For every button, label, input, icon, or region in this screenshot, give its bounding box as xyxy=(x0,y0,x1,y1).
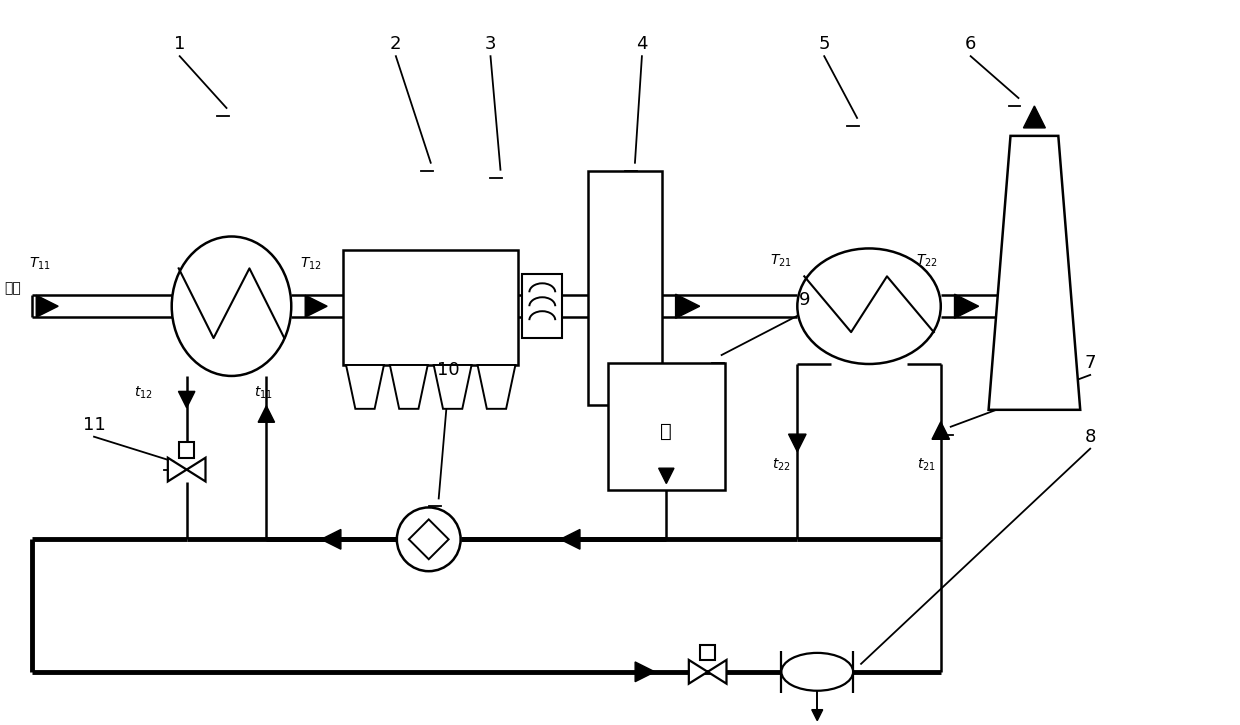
Polygon shape xyxy=(988,136,1080,410)
Polygon shape xyxy=(321,529,341,549)
Polygon shape xyxy=(305,295,327,317)
Bar xyxy=(343,250,518,365)
Bar xyxy=(701,645,715,660)
Text: 2: 2 xyxy=(391,36,402,53)
Text: 7: 7 xyxy=(1085,354,1096,372)
Text: 水: 水 xyxy=(661,422,672,441)
Polygon shape xyxy=(477,365,516,409)
Text: $T_{11}$: $T_{11}$ xyxy=(30,255,51,272)
Polygon shape xyxy=(658,468,675,484)
Polygon shape xyxy=(179,392,195,408)
Text: 4: 4 xyxy=(636,36,647,53)
Bar xyxy=(608,363,724,489)
Polygon shape xyxy=(434,365,471,409)
Polygon shape xyxy=(409,519,449,559)
Text: 8: 8 xyxy=(1085,428,1096,446)
Text: 烟气: 烟气 xyxy=(5,281,21,295)
Polygon shape xyxy=(955,294,978,318)
Text: 10: 10 xyxy=(438,361,460,379)
Polygon shape xyxy=(346,365,384,409)
Polygon shape xyxy=(635,662,655,682)
Text: $T_{12}$: $T_{12}$ xyxy=(300,255,322,272)
Text: $T_{22}$: $T_{22}$ xyxy=(916,252,937,268)
Text: $t_{12}$: $t_{12}$ xyxy=(134,385,154,401)
Ellipse shape xyxy=(171,236,291,376)
Text: 3: 3 xyxy=(485,36,496,53)
Ellipse shape xyxy=(781,653,853,691)
Text: 1: 1 xyxy=(174,36,186,53)
Bar xyxy=(522,274,562,338)
Circle shape xyxy=(397,507,460,571)
Text: $t_{22}$: $t_{22}$ xyxy=(773,457,791,473)
Text: $T_{21}$: $T_{21}$ xyxy=(770,252,792,268)
Polygon shape xyxy=(676,294,699,318)
Polygon shape xyxy=(187,457,206,481)
Polygon shape xyxy=(258,406,274,422)
Bar xyxy=(179,442,195,457)
Bar xyxy=(588,171,662,405)
Text: $t_{11}$: $t_{11}$ xyxy=(254,385,273,401)
Ellipse shape xyxy=(797,249,941,364)
Text: 5: 5 xyxy=(818,36,830,53)
Polygon shape xyxy=(789,434,806,452)
Polygon shape xyxy=(560,529,580,549)
Polygon shape xyxy=(389,365,428,409)
Text: 9: 9 xyxy=(799,291,810,310)
Polygon shape xyxy=(932,422,950,439)
Polygon shape xyxy=(708,660,727,684)
Polygon shape xyxy=(36,295,58,317)
Text: 11: 11 xyxy=(83,415,105,434)
Polygon shape xyxy=(167,457,187,481)
Text: $t_{21}$: $t_{21}$ xyxy=(918,457,936,473)
Polygon shape xyxy=(1023,106,1045,128)
Polygon shape xyxy=(689,660,708,684)
Text: 6: 6 xyxy=(965,36,976,53)
Polygon shape xyxy=(812,710,822,721)
